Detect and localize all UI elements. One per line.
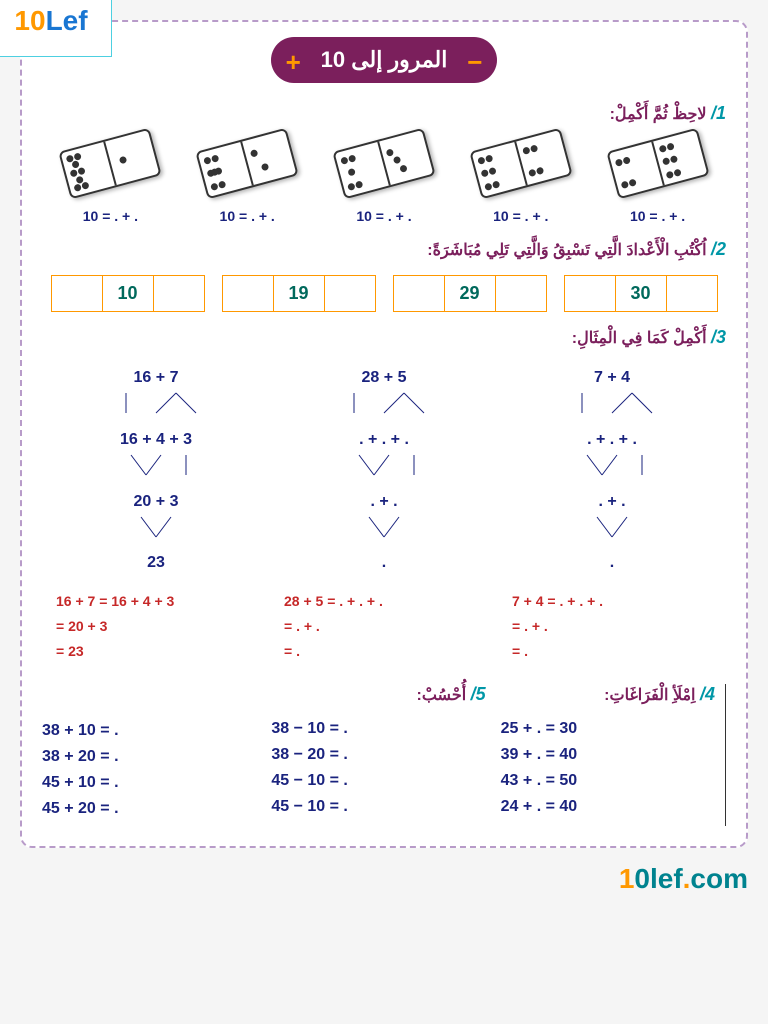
domino (332, 128, 435, 200)
question-2: 2/ اُكْتُبِ الْأَعْدادَ الَّتِي تَسْبِقُ… (42, 239, 726, 260)
domino-col: 10 = . + . (63, 139, 157, 224)
domino-equation: 10 = . + . (474, 208, 568, 224)
equation: 24 + . = 40 (501, 798, 715, 816)
box-group: 30 (564, 275, 718, 312)
equation: 45 − 10 = . (271, 772, 485, 790)
box-group: 29 (393, 275, 547, 312)
footer-brand: 10lef.com (20, 863, 748, 895)
equation: 45 − 10 = . (271, 798, 485, 816)
number-box[interactable] (154, 276, 204, 311)
q5-col-b: 5/ أُحْسُبْ: 38 − 10 = . 38 − 20 = . 45 − 1… (271, 684, 485, 826)
number-box[interactable] (325, 276, 375, 311)
page-title: المرور إلى 10 (271, 37, 498, 83)
q1-text: لاحِظْ ثُمَّ أَكْمِلْ: (610, 106, 707, 123)
equation: 25 + . = 30 (501, 720, 715, 738)
q3-text: أَكْمِلْ كَمَا فِي الْمِثَالِ: (572, 330, 707, 347)
bottom-exercises: 38 + 10 = . 38 + 20 = . 45 + 10 = . 45 + 20… (42, 684, 726, 826)
equation: 38 − 10 = . (271, 720, 485, 738)
domino-col: 10 = . + . (200, 139, 294, 224)
question-5: 5/ أُحْسُبْ: (271, 684, 485, 705)
equation: 38 + 10 = . (42, 722, 256, 740)
dominoes-row: 10 = . + . 10 = . + . 10 = . + . 10 = . + .… (42, 139, 726, 224)
domino-col: 10 = . + . (337, 139, 431, 224)
domino-equation: 10 = . + . (337, 208, 431, 224)
q4-number: 4/ (700, 684, 715, 704)
domino (606, 128, 709, 200)
number-box[interactable] (667, 276, 717, 311)
domino-col: 10 = . + . (474, 139, 568, 224)
domino-equation: 10 = . + . (200, 208, 294, 224)
equation: 45 + 20 = . (42, 800, 256, 818)
exercise-3-trees: 16 + 7 16 + 4 + 3 20 + 3 23 16 + 7 = 16 … (42, 363, 726, 664)
number-box[interactable]: 29 (445, 276, 496, 311)
equation: 38 + 20 = . (42, 748, 256, 766)
number-box[interactable] (565, 276, 616, 311)
number-box[interactable]: 10 (103, 276, 154, 311)
worksheet-page: المرور إلى 10 1/ لاحِظْ ثُمَّ أَكْمِلْ: … (20, 20, 748, 848)
q2-text: اُكْتُبِ الْأَعْدادَ الَّتِي تَسْبِقُ وَ… (427, 242, 706, 259)
domino-col: 10 = . + . (611, 139, 705, 224)
decomposition-tree: 16 + 7 16 + 4 + 3 20 + 3 23 16 + 7 = 16 … (56, 363, 256, 664)
number-box[interactable]: 30 (616, 276, 667, 311)
q4-text: اِمْلَأِ الْفَرَاغَاتِ: (604, 687, 695, 704)
domino (195, 128, 298, 200)
box-group: 10 (51, 275, 205, 312)
domino-half (106, 130, 160, 185)
number-box[interactable] (496, 276, 546, 311)
number-box[interactable] (52, 276, 103, 311)
equation: 38 − 20 = . (271, 746, 485, 764)
number-boxes: 10 19 29 30 (42, 275, 726, 312)
equation: 45 + 10 = . (42, 774, 256, 792)
q2-number: 2/ (711, 239, 726, 259)
number-box[interactable] (223, 276, 274, 311)
box-group: 19 (222, 275, 376, 312)
domino (59, 128, 162, 200)
number-box[interactable]: 19 (274, 276, 325, 311)
question-4: 4/ اِمْلَأِ الْفَرَاغَاتِ: (501, 684, 715, 705)
logo-num: 10 (14, 5, 45, 37)
q3-number: 3/ (711, 327, 726, 347)
decomposition-tree: 28 + 5 . + . + . . + . . 28 + 5 = . + . … (284, 363, 484, 664)
logo-watermark: 10Lef (0, 0, 112, 57)
question-3: 3/ أَكْمِلْ كَمَا فِي الْمِثَالِ: (42, 327, 726, 348)
equation: 39 + . = 40 (501, 746, 715, 764)
domino-equation: 10 = . + . (63, 208, 157, 224)
q5-col-a: 38 + 10 = . 38 + 20 = . 45 + 10 = . 45 + 20… (42, 684, 256, 826)
decomposition-tree: 7 + 4 . + . + . . + . . 7 + 4 = . + . + … (512, 363, 712, 664)
q1-number: 1/ (711, 103, 726, 123)
equation: 43 + . = 50 (501, 772, 715, 790)
number-box[interactable] (394, 276, 445, 311)
domino (469, 128, 572, 200)
domino-equation: 10 = . + . (611, 208, 705, 224)
question-1: 1/ لاحِظْ ثُمَّ أَكْمِلْ: (42, 103, 726, 124)
q4-col: 4/ اِمْلَأِ الْفَرَاغَاتِ: 25 + . = 30 39… (501, 684, 726, 826)
